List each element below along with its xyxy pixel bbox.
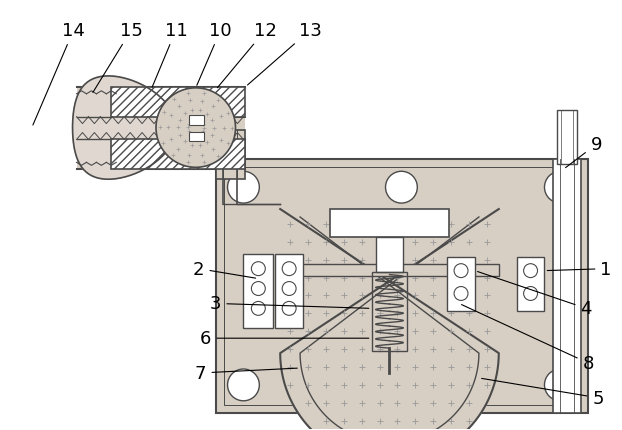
Text: 10: 10 xyxy=(197,22,232,86)
Circle shape xyxy=(454,287,468,301)
Bar xyxy=(77,88,246,170)
Polygon shape xyxy=(280,209,499,430)
Bar xyxy=(554,160,581,413)
Text: 9: 9 xyxy=(565,136,602,168)
Text: 15: 15 xyxy=(93,22,142,93)
Polygon shape xyxy=(73,77,176,180)
Circle shape xyxy=(282,302,296,316)
Bar xyxy=(189,132,203,142)
Bar xyxy=(216,160,588,413)
Text: 14: 14 xyxy=(33,22,85,126)
Circle shape xyxy=(251,262,266,276)
Circle shape xyxy=(524,287,537,301)
Text: 2: 2 xyxy=(193,260,256,279)
Bar xyxy=(376,237,404,272)
Text: 3: 3 xyxy=(210,295,369,313)
Bar xyxy=(330,209,449,237)
Text: 5: 5 xyxy=(481,378,604,407)
Circle shape xyxy=(251,282,266,296)
Bar xyxy=(189,115,203,125)
Bar xyxy=(216,130,246,180)
Bar xyxy=(517,257,544,312)
Bar xyxy=(243,254,273,329)
Text: 12: 12 xyxy=(218,22,277,89)
Circle shape xyxy=(228,369,259,401)
Bar xyxy=(275,254,303,329)
Text: 7: 7 xyxy=(195,364,297,382)
Bar xyxy=(223,168,580,405)
Circle shape xyxy=(454,264,468,278)
Text: 6: 6 xyxy=(200,329,369,347)
Circle shape xyxy=(228,172,259,203)
Bar xyxy=(557,111,577,165)
Text: 8: 8 xyxy=(462,305,594,372)
Circle shape xyxy=(386,172,417,203)
Text: 4: 4 xyxy=(478,272,592,318)
Circle shape xyxy=(156,89,236,168)
Bar xyxy=(447,257,475,312)
Bar xyxy=(371,272,407,351)
Text: 1: 1 xyxy=(547,260,612,278)
Circle shape xyxy=(282,262,296,276)
Circle shape xyxy=(251,302,266,316)
Circle shape xyxy=(386,369,417,401)
Circle shape xyxy=(524,264,537,278)
Text: 13: 13 xyxy=(248,22,322,86)
Circle shape xyxy=(282,282,296,296)
Circle shape xyxy=(544,369,576,401)
Bar xyxy=(111,140,246,170)
Bar xyxy=(280,264,499,276)
Text: 11: 11 xyxy=(152,22,187,88)
Bar xyxy=(111,88,246,117)
Circle shape xyxy=(544,172,576,203)
